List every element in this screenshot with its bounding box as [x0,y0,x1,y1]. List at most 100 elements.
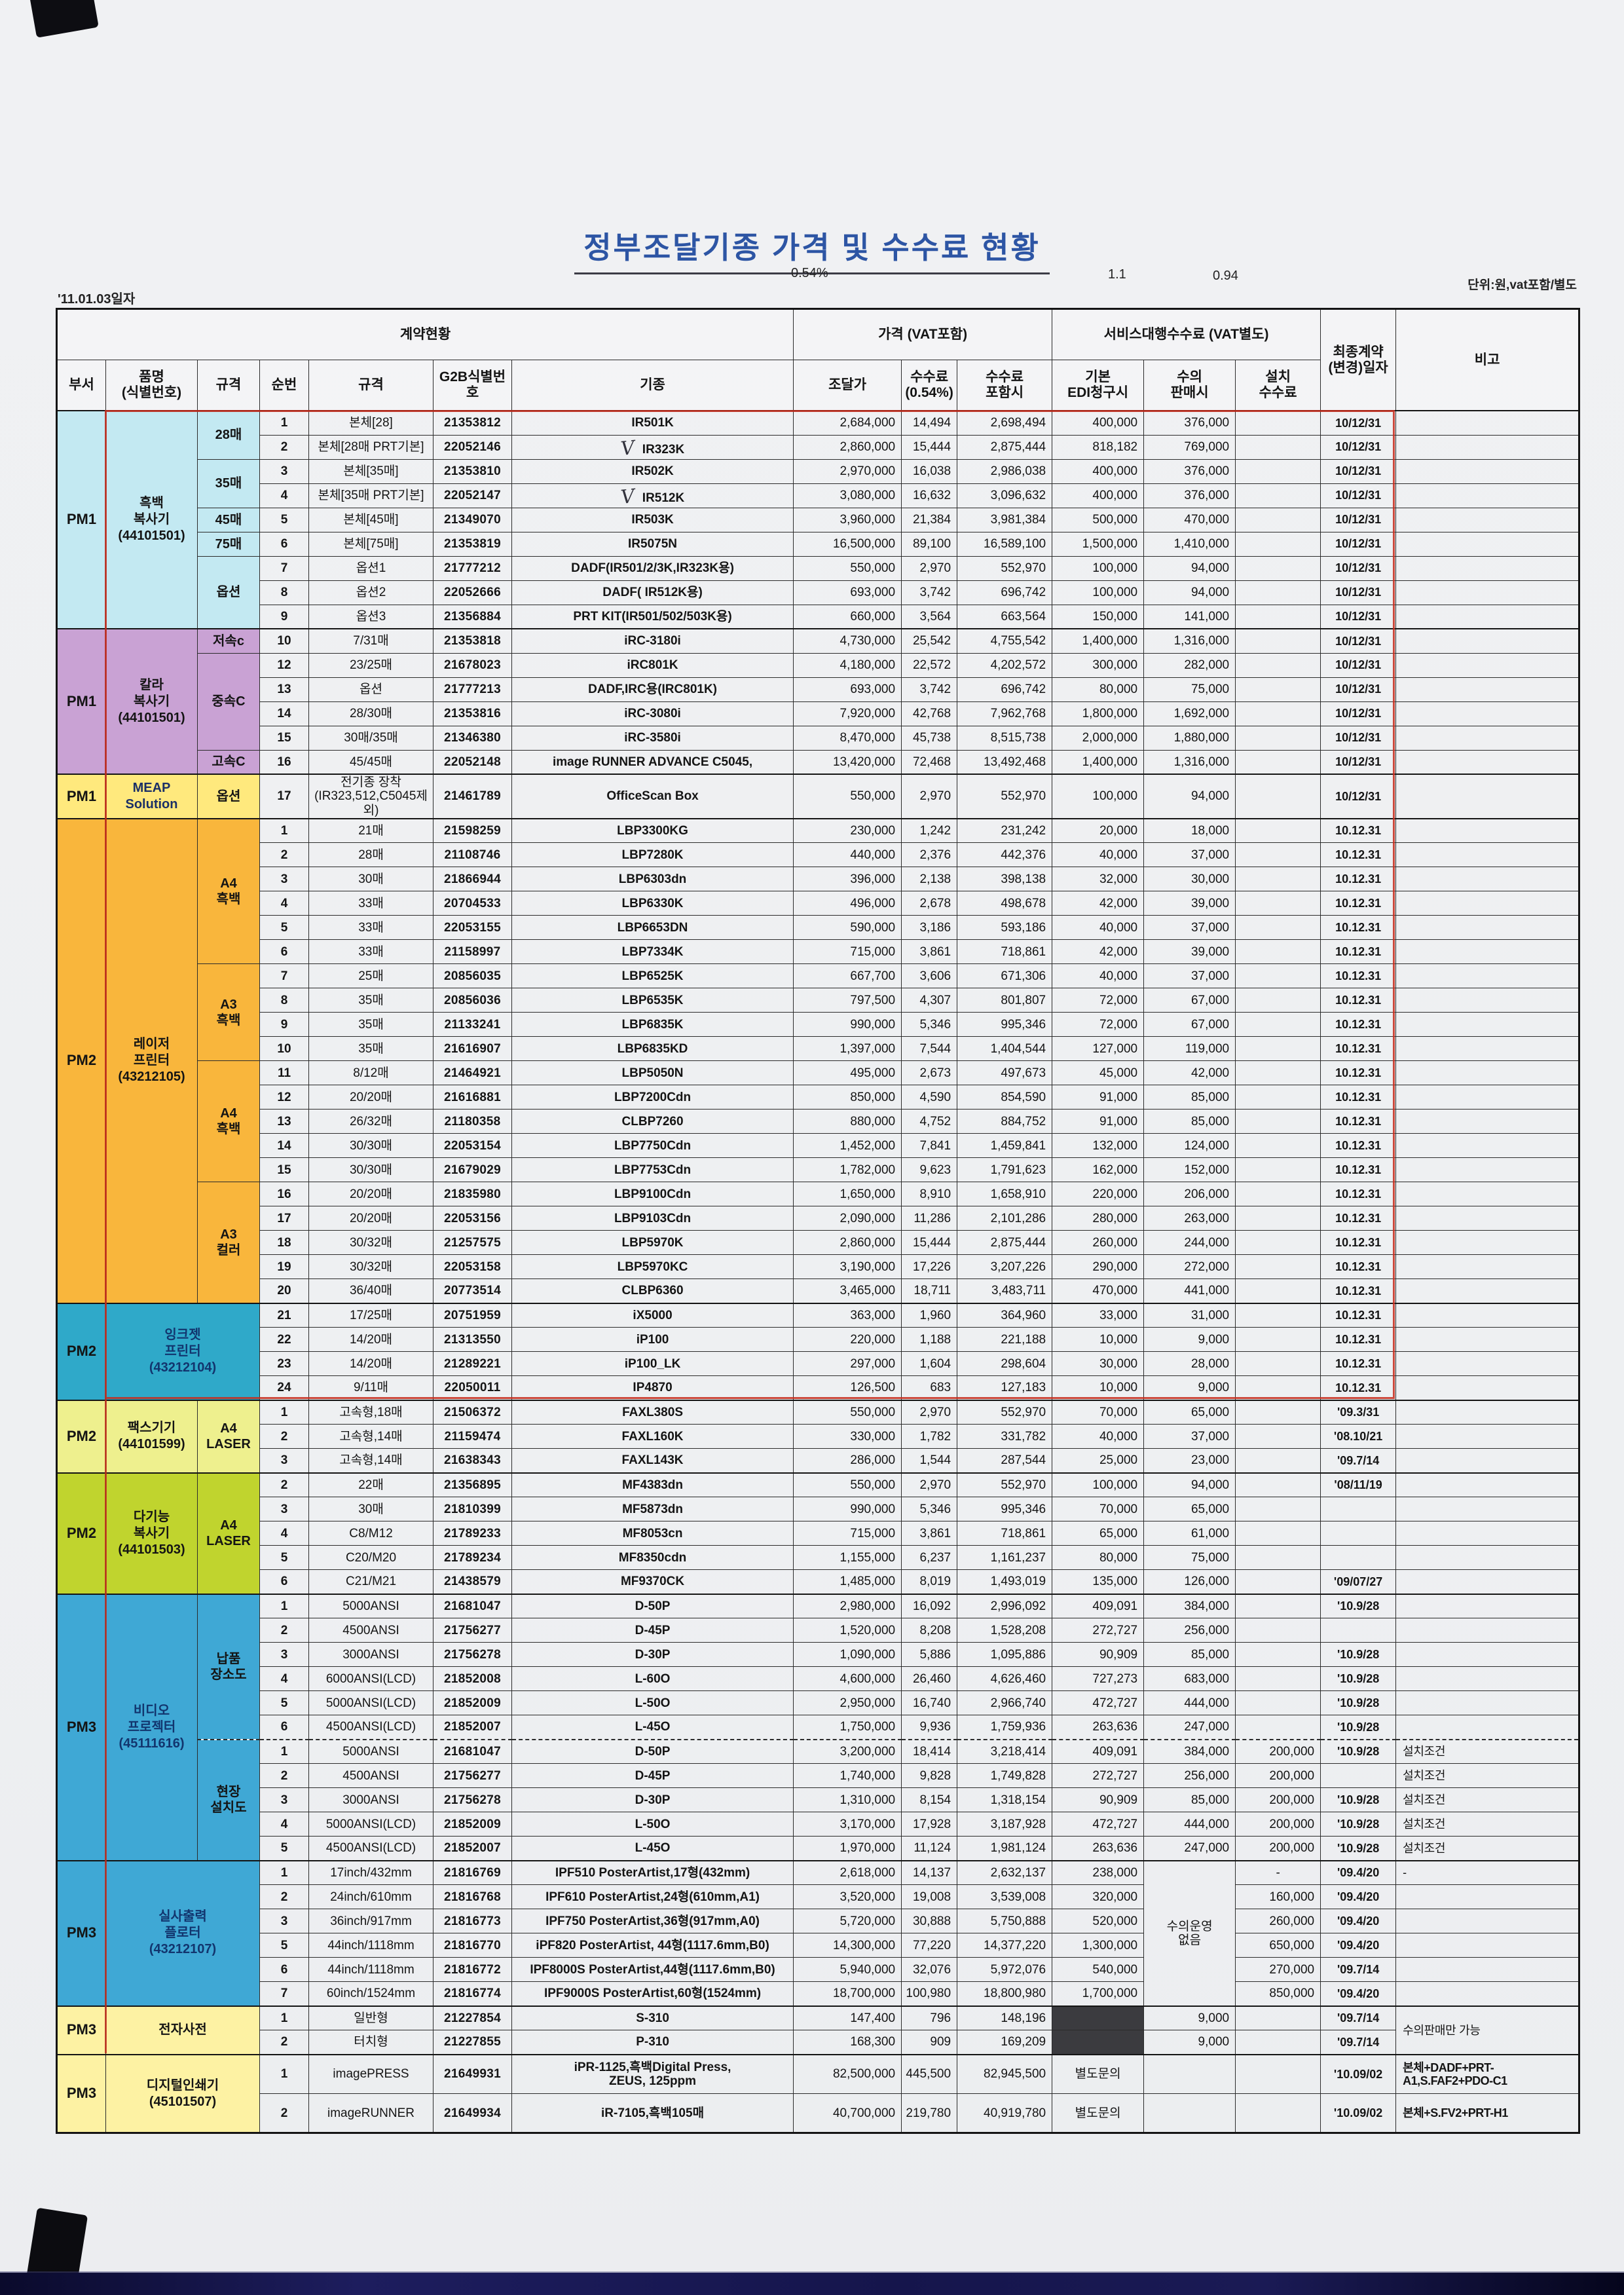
header-edi: 기본 EDI청구시 [1052,360,1145,411]
table-row: 10 35매 21616907 LBP6835KD 1,397,000 7,544 1,40… [57,1036,1580,1062]
cell-spec: 전기종 장착 (IR323,512,C5045제외) [308,774,434,819]
cell-fee: 16,038 [901,458,958,484]
cell-price-with-fee: 498,678 [957,891,1053,916]
cell-price: 550,000 [793,1472,902,1498]
cell-price-with-fee: 1,759,936 [957,1715,1053,1740]
cell-nego-fee: 1,316,000 [1143,749,1236,775]
cell-spec-group: A4 흑백 [197,1060,260,1183]
cell-install-fee: 200,000 [1235,1738,1321,1764]
cell-price: 1,397,000 [793,1036,902,1062]
cell-install-fee [1235,604,1321,629]
cell-product-name: 레이저 프린터 (43212105) [105,817,198,1304]
cell-model: DADF,IRC용(IRC801K) [511,677,794,702]
cell-final-date: '09.4/20 [1320,1981,1397,2007]
cell-spec: 4500ANSI(LCD) [308,1836,434,1861]
cell-g2b-id: 21353816 [433,701,512,726]
cell-dept: PM3 [56,2005,106,2055]
cell-spec-group: 옵션 [197,774,260,819]
cell-model: V IR323K [511,434,794,460]
cell-spec: 33매 [308,891,434,916]
cell-nego-fee: 119,000 [1143,1036,1236,1062]
cell-seq: 7 [259,555,309,581]
cell-edi-fee: 32,000 [1052,867,1145,892]
header-g2b: G2B식별번호 [433,360,512,411]
cell-edi-fee: 20,000 [1052,817,1145,844]
cell-remark [1395,652,1580,678]
cell-spec: 30/30매 [308,1133,434,1159]
cell-edi-fee: 2,000,000 [1052,725,1145,751]
cell-final-date: '10.9/28 [1320,1690,1397,1716]
cell-remark [1395,555,1580,581]
cell-install-fee [1235,2005,1321,2031]
cell-price-with-fee: 1,528,208 [957,1618,1053,1643]
cell-remark [1395,1399,1580,1425]
cell-g2b-id: 21438579 [433,1569,512,1595]
header-fee: 수수료 (0.54%) [901,360,958,411]
cell-edi-fee: 400,000 [1052,483,1145,508]
cell-fee: 17,928 [901,1812,958,1837]
cell-seq: 2 [259,1424,309,1449]
cell-price: 496,000 [793,891,902,916]
cell-dept: PM3 [56,1859,106,2007]
cell-price-with-fee: 4,755,542 [957,628,1053,654]
cell-remark [1395,1545,1580,1571]
cell-nego-fee [1143,2093,1236,2134]
cell-seq: 1 [259,817,309,844]
cell-g2b-id: 21346380 [433,725,512,751]
table-row: 4 33매 20704533 LBP6330K 496,000 2,678 498,678 4… [57,891,1580,916]
cell-g2b-id: 21756277 [433,1763,512,1789]
cell-remark [1395,1036,1580,1062]
table-row: 2 24inch/610mm 21816768 IPF610 PosterArtist… [57,1884,1580,1910]
header-spec-group: 규격 [197,360,260,411]
cell-install-fee [1235,677,1321,702]
cell-price: 147,400 [793,2005,902,2031]
cell-remark [1395,867,1580,892]
cell-price: 990,000 [793,1012,902,1037]
cell-g2b-id: 22052146 [433,434,512,460]
table-row: 2 고속형,14매 21159474 FAXL160K 330,000 1,782 331,… [57,1424,1580,1449]
cell-dept: PM1 [56,774,106,819]
cell-spec: 36inch/917mm [308,1909,434,1934]
cell-remark [1395,531,1580,557]
cell-final-date: 10.12.31 [1320,988,1397,1013]
cell-nego-fee: 256,000 [1143,1763,1236,1789]
cell-price-with-fee: 331,782 [957,1424,1053,1449]
cell-g2b-id: 21464921 [433,1060,512,1086]
cell-g2b-id: 21852007 [433,1715,512,1740]
cell-price: 1,452,000 [793,1133,902,1159]
table-row: 6 C21/M21 21438579 MF9370CK 1,485,000 8,019 1,… [57,1569,1580,1595]
cell-model: IR503K [511,507,794,532]
cell-remark [1395,725,1580,751]
cell-spec: C8/M12 [308,1521,434,1546]
cell-model: IPF750 PosterArtist,36형(917mm,A0) [511,1909,794,1934]
cell-spec: 본체[28매 PRT기본] [308,434,434,460]
cell-nego-fee: 37,000 [1143,963,1236,989]
cell-g2b-id: 21353819 [433,531,512,557]
header-seq: 순번 [259,360,309,411]
table-row: 45매 5 본체[45매] 21349070 IR503K 3,960,000 21,384… [57,507,1580,532]
cell-spec: 17inch/432mm [308,1859,434,1886]
cell-install-fee [1235,1109,1321,1134]
cell-final-date: 10/12/31 [1320,580,1397,605]
cell-fee: 22,572 [901,652,958,678]
cell-price-with-fee: 5,750,888 [957,1909,1053,1934]
cell-model: FAXL380S [511,1399,794,1425]
table-row: PM2 팩스기기 (44101599) A4 LASER 1 고속형,18매 215063… [56,1399,1580,1474]
cell-install-fee [1235,725,1321,751]
cell-g2b-id: 21133241 [433,1012,512,1037]
cell-model: iRC-3580i [511,725,794,751]
cell-g2b-id: 21353812 [433,410,512,436]
cell-nego-fee: 23,000 [1143,1448,1236,1474]
cell-install-fee [1235,2093,1321,2134]
cell-final-date: '09.4/20 [1320,1859,1397,1886]
cell-seq: 3 [259,1787,309,1813]
cell-edi-fee: 별도문의 [1052,2093,1145,2134]
cell-install-fee: 200,000 [1235,1812,1321,1837]
cell-seq: 2 [259,2030,309,2055]
cell-price-with-fee: 552,970 [957,774,1053,819]
cell-spec: 5000ANSI [308,1738,434,1764]
cell-dept: PM2 [56,1302,106,1401]
cell-g2b-id: 21789234 [433,1545,512,1571]
cell-final-date: 10/12/31 [1320,749,1397,775]
cell-model: LBP9103Cdn [511,1206,794,1231]
